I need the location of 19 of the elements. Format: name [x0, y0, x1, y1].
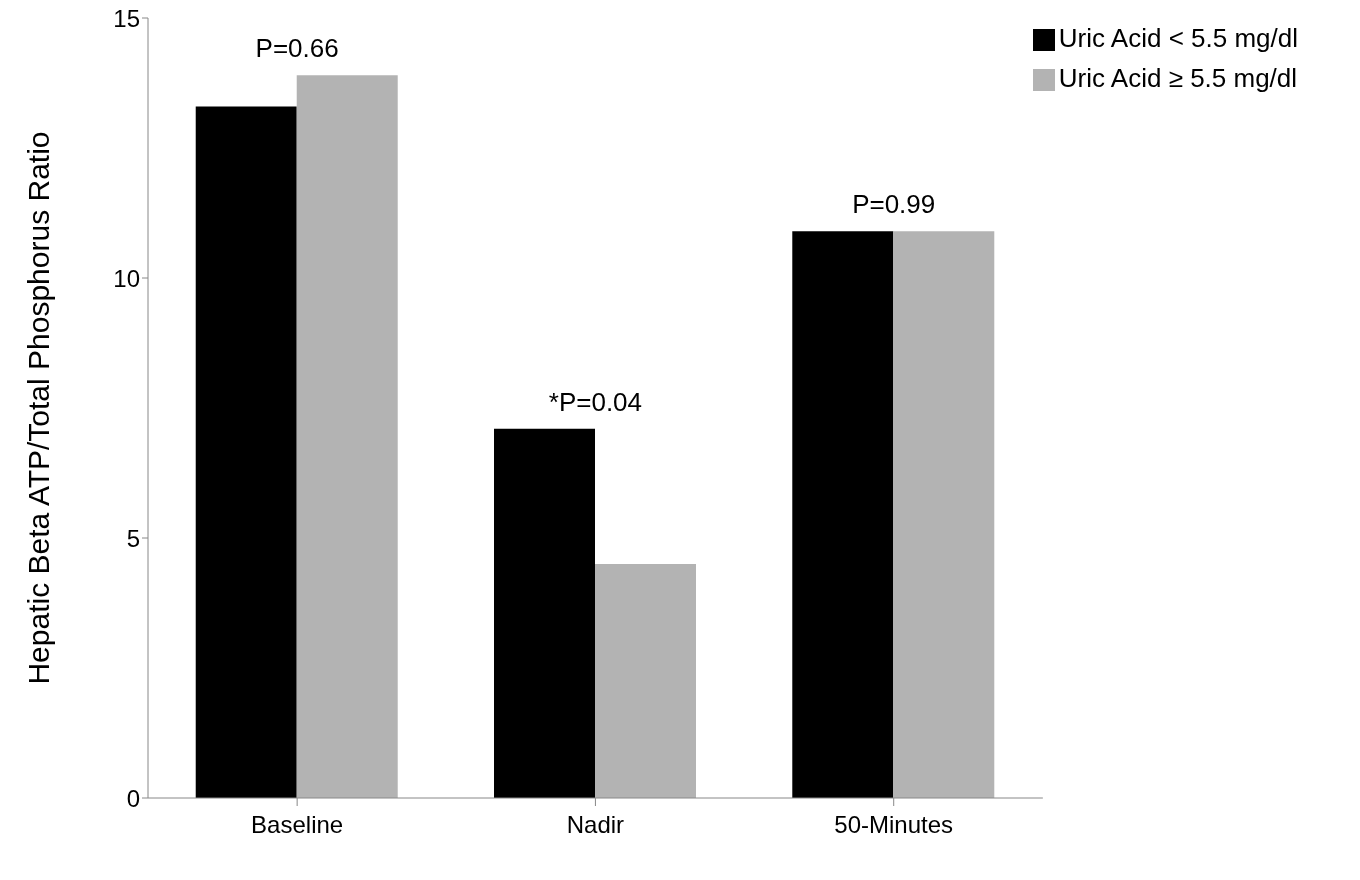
- y-tick-label: 0: [126, 784, 140, 812]
- y-tick-label: 10: [113, 264, 140, 292]
- legend-label: Uric Acid ≥ 5.5 mg/dl: [1058, 63, 1298, 93]
- bar: [893, 231, 995, 798]
- y-tick-label: 5: [126, 524, 140, 552]
- bar: [792, 231, 894, 798]
- annotation: *P=0.04: [548, 386, 643, 417]
- legend-label: Uric Acid < 5.5 mg/dl: [1058, 23, 1298, 53]
- annotation: P=0.99: [852, 189, 936, 220]
- x-tick-label: Baseline: [251, 811, 344, 839]
- bar: [296, 75, 398, 798]
- annotation: P=0.66: [255, 33, 339, 64]
- x-tick-label: Nadir: [566, 811, 625, 839]
- x-tick-label: 50-Minutes: [834, 811, 954, 839]
- y-tick-label: 15: [113, 4, 140, 32]
- bar: [595, 564, 697, 798]
- y-axis-title: Hepatic Beta ATP/Total Phosphorus Ratio: [21, 131, 55, 685]
- bar: [494, 428, 596, 798]
- bar: [195, 106, 297, 798]
